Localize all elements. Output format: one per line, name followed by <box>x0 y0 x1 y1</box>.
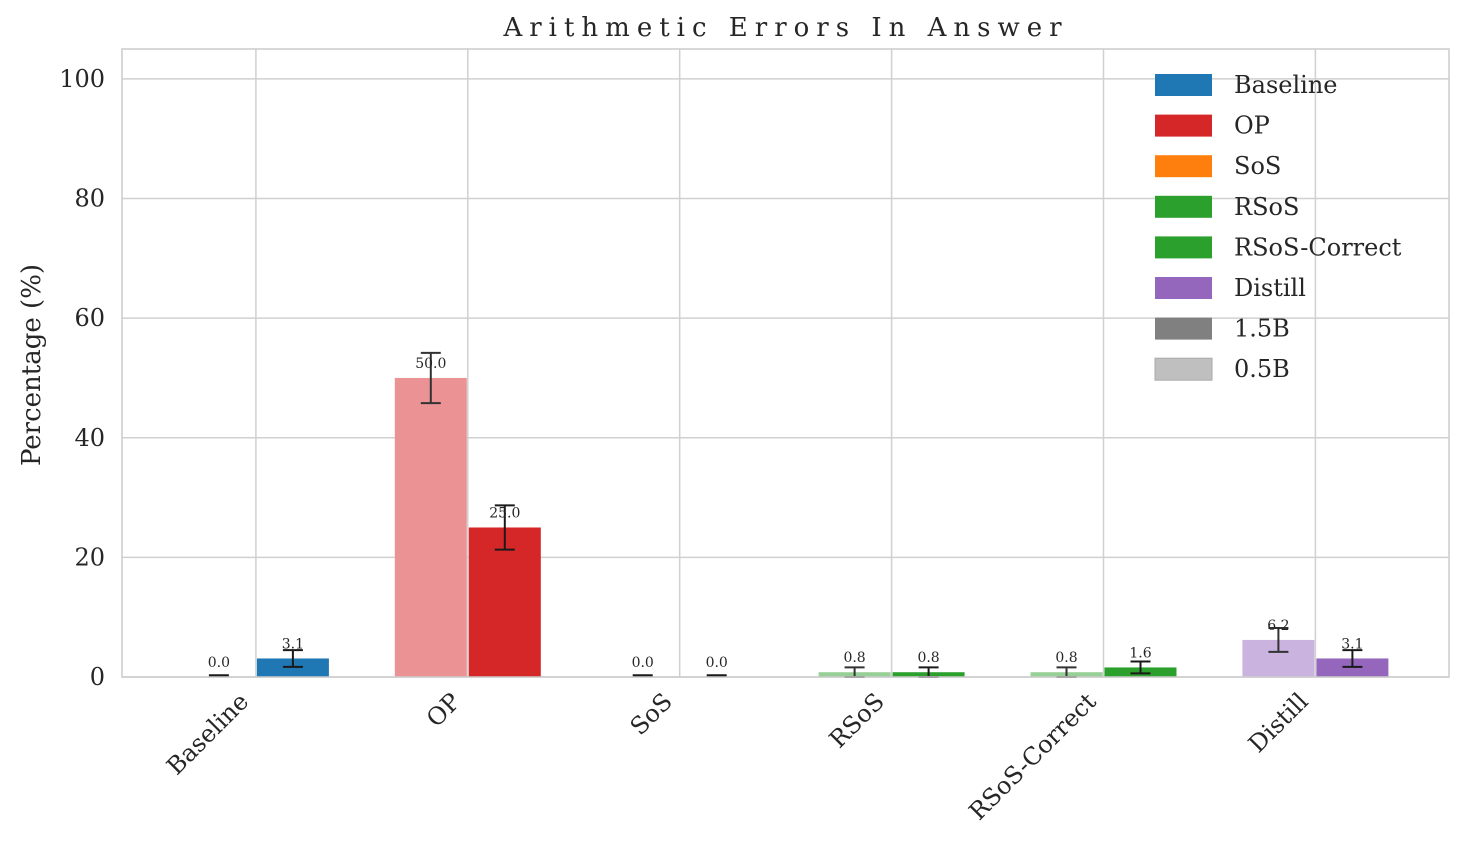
data-label: 3.1 <box>282 636 304 652</box>
legend-swatch <box>1155 74 1212 96</box>
y-tick-label: 80 <box>74 185 105 213</box>
bar <box>394 377 467 677</box>
y-tick-label: 40 <box>74 424 105 452</box>
legend-swatch <box>1155 277 1212 299</box>
data-label: 25.0 <box>489 505 520 521</box>
legend-swatch <box>1155 195 1212 218</box>
x-tick-label: RSoS <box>824 687 890 753</box>
legend-swatch <box>1155 114 1212 137</box>
data-label: 1.6 <box>1129 645 1151 661</box>
bar <box>468 527 541 677</box>
bars <box>256 377 1389 677</box>
legend-label: Distill <box>1234 274 1306 302</box>
legend-label: Baseline <box>1234 71 1337 99</box>
legend-label: RSoS-Correct <box>1234 233 1402 261</box>
x-tick-label: OP <box>421 687 466 732</box>
x-tick-label: Baseline <box>161 687 254 780</box>
x-tick-label: SoS <box>625 687 678 740</box>
y-axis-label: Percentage (%) <box>17 264 47 466</box>
data-label: 50.0 <box>415 356 446 372</box>
data-label: 0.8 <box>843 650 865 666</box>
data-labels: 0.0 50.0 0.0 0.8 0.8 6.2 3.1 25.0 0.0 0.8 1.6 3.1 <box>208 356 1364 671</box>
legend-swatch <box>1155 155 1212 178</box>
legend-swatch <box>1155 317 1212 340</box>
y-tick-label: 0 <box>90 663 105 691</box>
x-ticks: Baseline OP SoS RSoS RSoS-Correct Distill <box>161 687 1313 825</box>
legend-label: OP <box>1234 112 1270 140</box>
data-label: 0.0 <box>208 655 230 671</box>
y-ticks: 0 20 40 60 80 100 <box>59 65 105 691</box>
chart-title: Arithmetic Errors In Answer <box>502 13 1068 43</box>
legend-label: 1.5B <box>1234 315 1290 343</box>
data-label: 0.0 <box>706 655 728 671</box>
legend-swatch <box>1155 236 1212 259</box>
legend: Baseline OP SoS RSoS RSoS-Correct Distill 1.5B… <box>1154 71 1402 383</box>
x-tick-label: RSoS-Correct <box>964 687 1102 825</box>
data-label: 3.1 <box>1341 636 1363 652</box>
legend-label: SoS <box>1234 152 1281 180</box>
y-tick-label: 100 <box>59 65 105 93</box>
legend-label: 0.5B <box>1234 355 1290 383</box>
x-tick-label: Distill <box>1243 687 1314 758</box>
grid <box>122 49 1449 678</box>
data-label: 0.8 <box>917 650 939 666</box>
y-tick-label: 60 <box>74 304 105 332</box>
data-label: 6.2 <box>1267 618 1289 634</box>
error-bars <box>208 351 1363 678</box>
legend-label: RSoS <box>1234 193 1299 221</box>
plot-frame <box>121 48 1450 678</box>
data-label: 0.8 <box>1055 650 1077 666</box>
legend-swatch <box>1154 357 1213 381</box>
y-tick-label: 20 <box>74 543 105 571</box>
data-label: 0.0 <box>632 655 654 671</box>
